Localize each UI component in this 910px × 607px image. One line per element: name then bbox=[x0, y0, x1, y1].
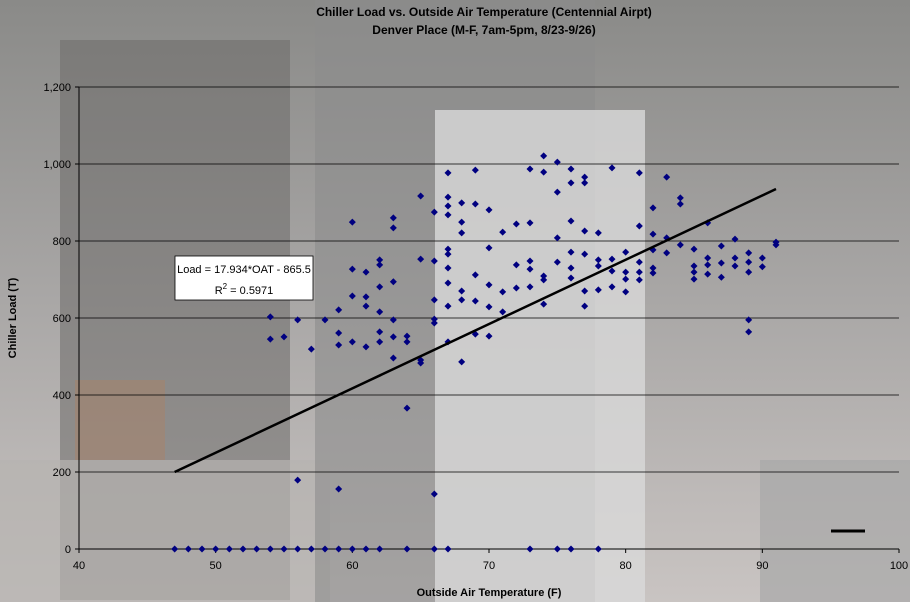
trendline-equation: Load = 17.934*OAT - 865.5 bbox=[177, 264, 311, 276]
chart-title: Chiller Load vs. Outside Air Temperature… bbox=[316, 5, 652, 19]
y-tick-label: 0 bbox=[65, 544, 71, 556]
x-tick-label: 100 bbox=[890, 560, 908, 572]
chart-subtitle: Denver Place (M-F, 7am-5pm, 8/23-9/26) bbox=[372, 23, 595, 37]
r2-value: = 0.5971 bbox=[227, 285, 273, 297]
y-tick-label: 800 bbox=[53, 236, 71, 248]
y-tick-label: 1,000 bbox=[43, 159, 71, 171]
y-tick-label: 1,200 bbox=[43, 82, 71, 94]
x-tick-label: 70 bbox=[483, 560, 495, 572]
r2-base: R bbox=[215, 285, 223, 297]
y-tick-label: 400 bbox=[53, 390, 71, 402]
y-tick-label: 600 bbox=[53, 313, 71, 325]
building bbox=[435, 110, 645, 602]
building bbox=[0, 460, 330, 602]
y-tick-label: 200 bbox=[53, 467, 71, 479]
y-axis-label: Chiller Load (T) bbox=[7, 277, 19, 358]
chart: Chiller Load vs. Outside Air Temperature… bbox=[0, 0, 910, 602]
x-tick-label: 90 bbox=[756, 560, 768, 572]
x-tick-label: 50 bbox=[210, 560, 222, 572]
x-tick-label: 40 bbox=[73, 560, 85, 572]
x-tick-label: 80 bbox=[620, 560, 632, 572]
x-axis-label: Outside Air Temperature (F) bbox=[417, 587, 562, 599]
x-tick-label: 60 bbox=[346, 560, 358, 572]
building bbox=[75, 380, 165, 460]
